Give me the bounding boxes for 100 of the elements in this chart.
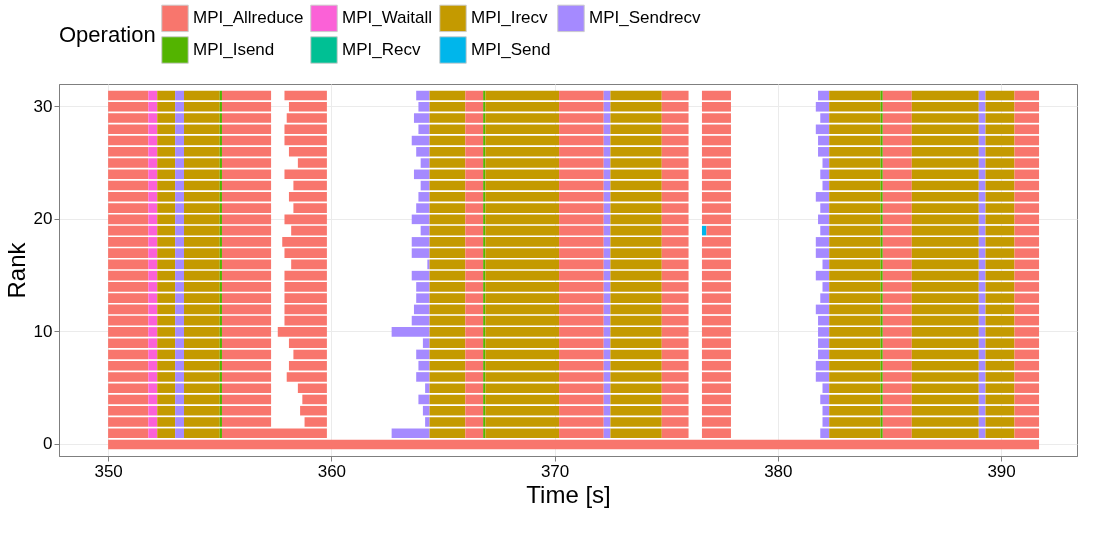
bar [429, 315, 466, 326]
bar [559, 169, 604, 180]
bar [661, 225, 689, 236]
bar [465, 405, 484, 416]
bar [485, 135, 560, 146]
bar [221, 214, 272, 225]
bar [427, 259, 430, 270]
bar [661, 180, 689, 191]
bar [985, 225, 1015, 236]
bar [485, 225, 560, 236]
bar [559, 90, 604, 101]
bar [465, 270, 484, 281]
bar [108, 405, 149, 416]
bar [148, 405, 158, 416]
bar [175, 214, 185, 225]
bar [175, 304, 185, 315]
bar [661, 349, 689, 360]
bar [429, 169, 466, 180]
bar [985, 315, 1015, 326]
bar [157, 124, 176, 135]
bar [221, 225, 272, 236]
bar [829, 225, 881, 236]
bar [148, 360, 158, 371]
bar [465, 315, 484, 326]
bar [429, 259, 466, 270]
bar [148, 214, 158, 225]
bar [157, 225, 176, 236]
bar [485, 349, 560, 360]
bar [465, 124, 484, 135]
bar [701, 169, 731, 180]
bar [157, 90, 176, 101]
bar [221, 349, 272, 360]
bar [1014, 349, 1040, 360]
bar [108, 259, 149, 270]
bar [701, 394, 731, 405]
bar [465, 304, 484, 315]
bar [610, 135, 662, 146]
bar [1014, 360, 1040, 371]
bar [610, 270, 662, 281]
bar [108, 169, 149, 180]
bar [108, 90, 149, 101]
bar [706, 225, 731, 236]
bar [829, 405, 881, 416]
bar [882, 180, 912, 191]
bar [175, 349, 185, 360]
bar [610, 169, 662, 180]
bar [429, 360, 466, 371]
bar [985, 90, 1015, 101]
bar [221, 169, 272, 180]
bar [911, 259, 979, 270]
bar [184, 169, 220, 180]
bar [148, 180, 158, 191]
bar [559, 135, 604, 146]
bar [882, 135, 912, 146]
bar [148, 394, 158, 405]
bar [157, 259, 176, 270]
bar [157, 405, 176, 416]
bar [985, 405, 1015, 416]
bar [184, 90, 220, 101]
bar [610, 315, 662, 326]
bar [701, 180, 731, 191]
bar [610, 349, 662, 360]
bar [429, 304, 466, 315]
bar [284, 270, 327, 281]
bar [911, 270, 979, 281]
bar [882, 360, 912, 371]
bar [175, 270, 185, 281]
bar [413, 169, 430, 180]
bar [559, 270, 604, 281]
bar [416, 90, 430, 101]
bar [418, 360, 430, 371]
legend-label: MPI_Waitall [342, 8, 433, 28]
bar [284, 124, 327, 135]
bar [284, 304, 327, 315]
bar [157, 270, 176, 281]
bar [829, 90, 881, 101]
bar [221, 360, 272, 371]
bar [1014, 405, 1040, 416]
x-tick-label: 380 [764, 461, 793, 481]
bar [559, 259, 604, 270]
legend-label: MPI_Recv [342, 40, 421, 59]
x-tick-label: 360 [317, 461, 347, 481]
bar [465, 394, 484, 405]
bar [911, 90, 979, 101]
bar [284, 315, 327, 326]
bar [284, 169, 327, 180]
bar [108, 360, 149, 371]
bar [985, 270, 1015, 281]
bar [882, 90, 912, 101]
bar [610, 259, 662, 270]
bar [175, 180, 185, 191]
bar [985, 304, 1015, 315]
y-tick-label: 30 [33, 96, 53, 116]
bar [661, 214, 689, 225]
bar [302, 394, 327, 405]
bar [985, 259, 1015, 270]
bar [610, 304, 662, 315]
bar [148, 124, 158, 135]
bar [465, 169, 484, 180]
bar [221, 270, 272, 281]
